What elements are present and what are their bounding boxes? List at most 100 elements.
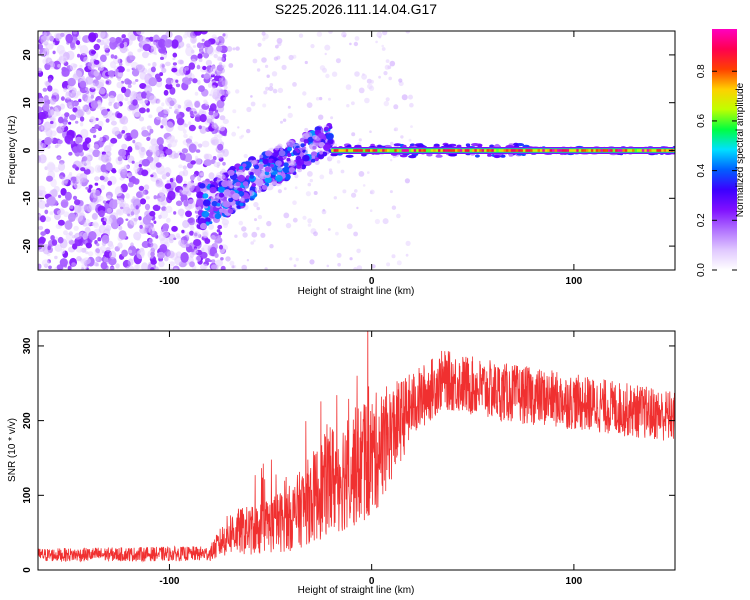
heatmap-cell: [160, 56, 164, 61]
tone-cell: [331, 149, 334, 152]
heatmap-cell: [354, 71, 360, 77]
heatmap-cell: [302, 154, 310, 162]
heatmap-cell: [138, 107, 146, 114]
heatmap-cell: [49, 106, 54, 110]
tone-cell: [372, 149, 376, 152]
heatmap-cell: [189, 252, 195, 258]
heatmap-cell: [336, 160, 341, 164]
heatmap-cell: [44, 31, 52, 41]
heatmap-cell: [188, 143, 197, 153]
heatmap-cell: [85, 109, 91, 115]
heatmap-cell: [275, 174, 283, 182]
heatmap-cell: [353, 267, 358, 270]
heatmap-cell: [283, 162, 289, 168]
heatmap-cell: [285, 222, 292, 229]
heatmap-cell: [147, 63, 151, 66]
colorbar-tick-label: 0.4: [696, 163, 707, 177]
heatmap-cell: [131, 160, 135, 164]
heatmap-cell: [203, 159, 212, 167]
heatmap-cell: [383, 71, 388, 76]
heatmap-cell: [94, 176, 100, 181]
heatmap-cell: [325, 73, 330, 79]
heatmap-cell: [75, 40, 81, 46]
heatmap-cell: [179, 189, 183, 193]
heatmap-cell: [84, 226, 91, 234]
heatmap-cell: [222, 118, 229, 125]
tone-cell: [438, 149, 441, 152]
tone-cell: [530, 149, 533, 152]
tone-cell: [462, 149, 465, 152]
heatmap-cell: [120, 206, 124, 210]
heatmap-cell: [494, 143, 500, 148]
heatmap-cell: [223, 85, 228, 90]
tone-cell: [367, 149, 371, 152]
heatmap-cell: [410, 125, 413, 128]
heatmap-cell: [215, 38, 220, 43]
tone-cell: [467, 149, 470, 152]
heatmap-cell: [157, 116, 162, 121]
heatmap-cell: [44, 209, 49, 215]
heatmap-cell: [190, 35, 197, 44]
tone-cell: [598, 149, 601, 152]
tone-cell: [593, 149, 596, 152]
heatmap-cell: [385, 59, 390, 63]
heatmap-cell: [385, 97, 390, 102]
heatmap-cell: [117, 76, 122, 81]
heatmap-cell: [178, 69, 182, 74]
heatmap-cell: [284, 173, 291, 180]
heatmap-cell: [195, 255, 202, 262]
heatmap-cell: [161, 46, 167, 52]
heatmap-cell: [121, 86, 127, 94]
heatmap-cell: [277, 41, 282, 47]
heatmap-cell: [101, 109, 108, 116]
heatmap-cell: [169, 100, 175, 107]
heatmap-cell: [193, 239, 202, 247]
heatmap-cell: [79, 160, 84, 167]
tone-cell: [425, 149, 429, 152]
heatmap-cell: [262, 103, 267, 108]
tone-cell: [360, 149, 363, 152]
heatmap-cells: [38, 31, 675, 270]
heatmap-cell: [299, 137, 305, 143]
x-tick-label: 100: [566, 576, 583, 587]
tone-cell: [464, 149, 468, 152]
heatmap-cell: [252, 58, 258, 64]
heatmap-cell: [69, 63, 77, 71]
heatmap-cell: [127, 146, 133, 153]
heatmap-cell: [328, 170, 333, 175]
tone-cell: [539, 149, 543, 152]
tone-cell: [544, 149, 548, 152]
heatmap-cell: [214, 134, 218, 139]
heatmap-cell: [76, 256, 82, 262]
heatmap-cell: [313, 191, 318, 195]
heatmap-cell: [38, 263, 42, 270]
tone-cell: [411, 149, 414, 152]
heatmap-cell: [169, 106, 172, 109]
heatmap-cell: [39, 236, 46, 245]
x-tick-label: 0: [369, 576, 375, 587]
heatmap-cell: [116, 112, 123, 119]
heatmap-cell: [175, 233, 181, 238]
colorbar-tick-label: 0.0: [696, 263, 707, 277]
heatmap-cell: [114, 186, 123, 197]
heatmap-cell: [72, 179, 76, 184]
heatmap-cell: [261, 57, 267, 63]
tone-cell: [421, 149, 424, 152]
heatmap-cell: [228, 63, 234, 68]
heatmap-cell: [139, 151, 145, 159]
tone-cell: [603, 149, 606, 152]
heatmap-cell: [302, 215, 307, 220]
heatmap-cell: [92, 189, 101, 199]
tone-cell: [379, 149, 383, 152]
heatmap-cell: [215, 259, 224, 267]
heatmap-cell: [183, 180, 187, 185]
heatmap-cell: [219, 115, 226, 121]
heatmap-cell: [158, 144, 164, 151]
snr-series-line: [38, 331, 675, 563]
heatmap-cell: [137, 48, 142, 53]
heatmap-cell: [237, 169, 244, 176]
heatmap-cell: [258, 154, 264, 159]
heatmap-cell: [130, 211, 135, 216]
tone-cell: [491, 149, 494, 152]
